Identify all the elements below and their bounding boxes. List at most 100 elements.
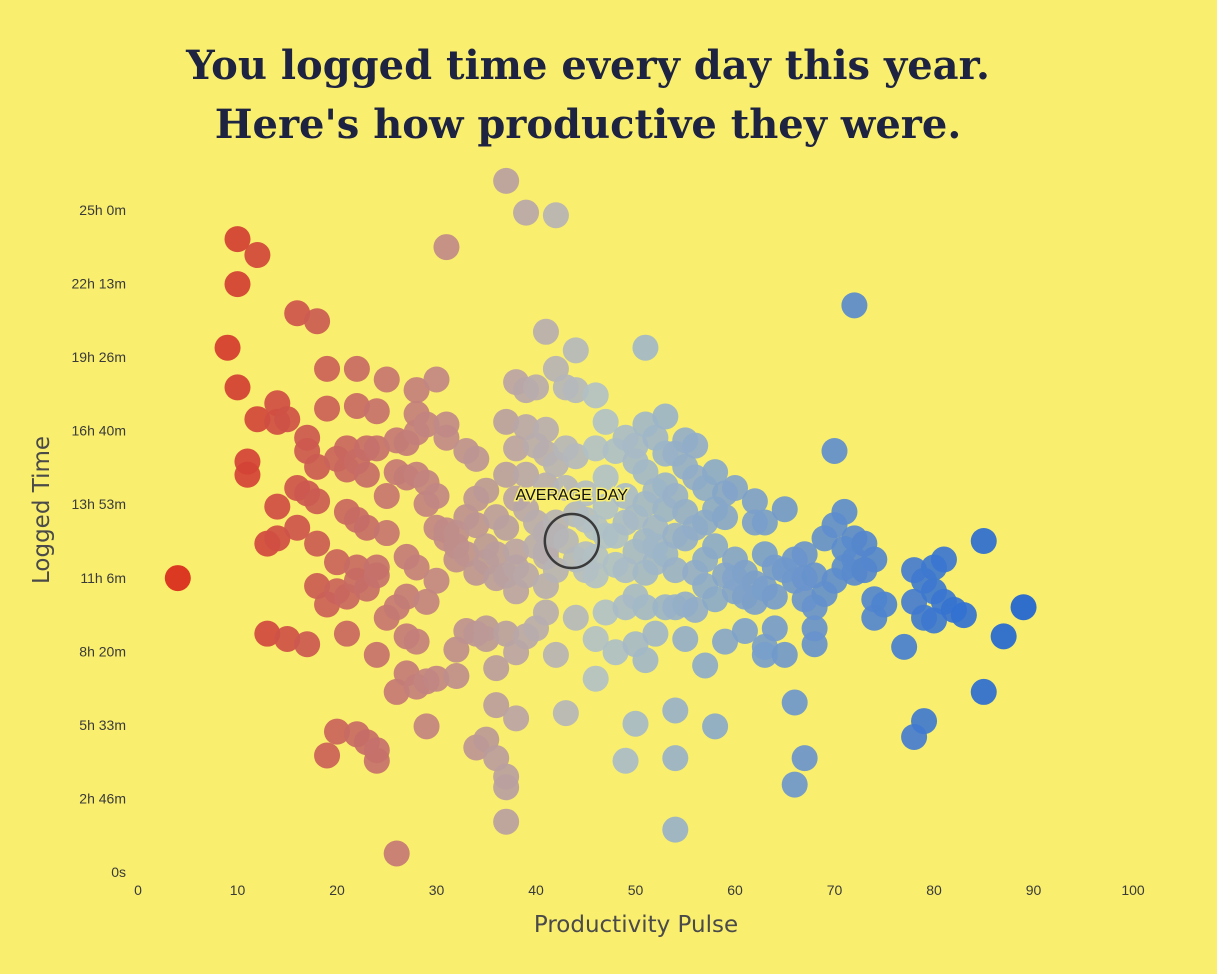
data-point <box>582 562 609 589</box>
data-point <box>702 713 729 740</box>
data-point <box>562 337 589 364</box>
x-tick-label: 40 <box>528 882 544 898</box>
x-tick-label: 80 <box>926 882 942 898</box>
data-point <box>781 689 808 716</box>
data-point <box>801 631 828 658</box>
data-point <box>353 461 380 488</box>
data-point <box>304 308 331 335</box>
data-point <box>333 620 360 647</box>
data-point <box>672 625 699 652</box>
data-point <box>513 199 540 226</box>
data-point <box>274 406 301 433</box>
data-point <box>304 530 331 557</box>
data-point <box>582 435 609 462</box>
x-tick-label: 60 <box>727 882 743 898</box>
data-point <box>493 167 520 194</box>
data-point <box>363 398 390 425</box>
data-point <box>244 406 271 433</box>
data-point <box>592 493 619 520</box>
data-point <box>592 599 619 626</box>
data-point <box>702 459 729 486</box>
data-point <box>831 498 858 525</box>
data-point <box>423 665 450 692</box>
data-point <box>523 374 549 401</box>
data-point <box>692 652 719 679</box>
data-point <box>423 567 450 594</box>
x-tick-label: 90 <box>1026 882 1042 898</box>
data-point <box>990 623 1017 650</box>
data-point <box>592 464 619 491</box>
data-point <box>771 496 798 523</box>
x-axis-ticks: 0 10 20 30 40 50 60 70 80 90 100 <box>134 882 1145 898</box>
data-point <box>254 620 281 647</box>
data-point <box>632 334 659 361</box>
data-point <box>393 583 420 610</box>
data-point <box>304 488 331 515</box>
data-point <box>751 641 778 668</box>
x-tick-label: 20 <box>329 882 345 898</box>
average-day-marker: AVERAGE DAY <box>514 486 630 570</box>
data-point <box>294 631 321 658</box>
data-point <box>423 366 450 393</box>
data-point <box>224 226 251 253</box>
data-point <box>513 562 540 589</box>
data-point <box>662 697 689 724</box>
x-tick-label: 70 <box>827 882 843 898</box>
data-point <box>841 292 868 319</box>
data-point <box>483 655 510 682</box>
data-point <box>493 774 520 801</box>
data-point <box>433 234 460 261</box>
data-point <box>642 620 669 647</box>
data-point <box>771 641 798 668</box>
data-point <box>503 435 530 462</box>
data-point <box>532 416 559 443</box>
y-tick-label: 13h 53m <box>72 496 126 512</box>
data-point <box>622 710 649 737</box>
data-point <box>582 625 609 652</box>
data-point <box>532 318 559 345</box>
data-point <box>731 618 758 645</box>
data-point <box>304 453 331 480</box>
data-point <box>343 392 370 419</box>
data-point <box>383 840 410 867</box>
y-axis-label: Logged Time <box>29 436 55 584</box>
data-points <box>164 167 1037 867</box>
data-point <box>821 437 848 464</box>
data-point <box>373 482 400 509</box>
data-point <box>652 403 679 430</box>
data-point <box>582 382 609 409</box>
data-point <box>532 599 559 626</box>
data-point <box>264 493 291 520</box>
data-point <box>542 557 569 584</box>
data-point <box>572 480 599 507</box>
data-point <box>224 374 251 401</box>
y-tick-label: 2h 46m <box>79 790 126 806</box>
data-point <box>164 565 191 592</box>
data-point <box>741 488 768 515</box>
data-point <box>612 747 639 774</box>
data-point <box>433 424 460 451</box>
data-point <box>513 461 540 488</box>
data-point <box>612 482 639 509</box>
data-point <box>314 742 341 769</box>
y-tick-label: 22h 13m <box>72 276 126 292</box>
data-point <box>871 591 898 618</box>
data-point <box>582 665 609 692</box>
data-point <box>542 641 569 668</box>
data-point <box>284 300 311 327</box>
data-point <box>224 271 251 298</box>
data-point <box>562 443 589 470</box>
chart-title-line-1: You logged time every day this year. <box>186 42 990 89</box>
data-point <box>493 408 520 435</box>
data-point <box>274 625 301 652</box>
data-point <box>552 475 579 502</box>
data-point <box>781 771 808 798</box>
data-point <box>970 678 997 705</box>
data-point <box>493 808 520 835</box>
y-tick-label: 19h 26m <box>72 349 126 365</box>
data-point <box>791 541 818 568</box>
data-point <box>602 639 629 666</box>
data-point <box>791 745 818 772</box>
x-tick-label: 30 <box>429 882 445 898</box>
data-point <box>363 641 390 668</box>
